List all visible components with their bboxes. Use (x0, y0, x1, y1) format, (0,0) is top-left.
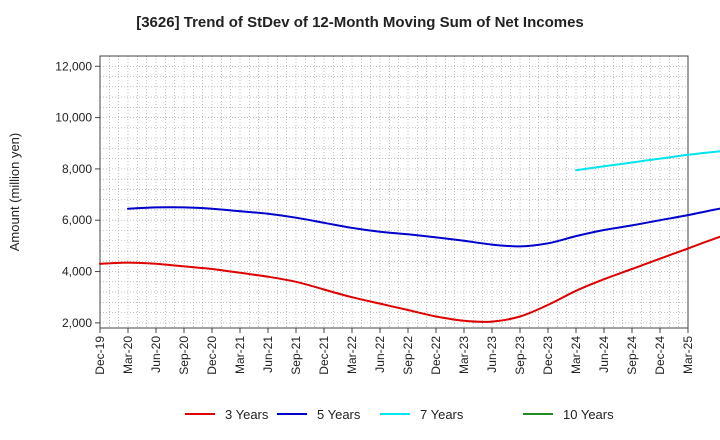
x-tick-label: Jun-22 (373, 336, 387, 373)
legend-label-10-years: 10 Years (563, 407, 614, 422)
y-tick-label: 10,000 (55, 111, 92, 125)
series-line-5-years (127, 206, 720, 248)
legend-label-3-years: 3 Years (225, 407, 269, 422)
x-tick-label: Jun-24 (597, 336, 611, 373)
x-tick-label: Dec-24 (653, 336, 667, 375)
x-tick-label: Jun-20 (149, 336, 163, 373)
y-tick-label: 4,000 (62, 265, 92, 279)
x-tick-label: Sep-24 (625, 336, 639, 375)
legend-label-5-years: 5 Years (317, 407, 361, 422)
legend: 3 Years 5 Years 7 Years 10 Years (185, 407, 614, 422)
x-tick-label: Mar-24 (569, 336, 583, 374)
x-tick-label: Jun-21 (261, 336, 275, 373)
series-lines (99, 150, 720, 323)
x-tick-label: Mar-20 (121, 336, 135, 374)
x-tick-label: Sep-21 (289, 336, 303, 375)
x-tick-label: Dec-23 (541, 336, 555, 375)
grid (100, 55, 688, 328)
x-tick-label: Mar-23 (457, 336, 471, 374)
x-tick-label: Mar-21 (233, 336, 247, 374)
x-tick-label: Mar-22 (345, 336, 359, 374)
x-tick-label: Mar-25 (681, 336, 695, 374)
legend-label-7-years: 7 Years (420, 407, 464, 422)
chart-title: [3626] Trend of StDev of 12-Month Moving… (136, 14, 584, 31)
y-tick-label: 8,000 (62, 162, 92, 176)
x-tick-label: Jun-23 (485, 336, 499, 373)
y-tick-label: 2,000 (62, 316, 92, 330)
x-tick-label: Sep-22 (401, 336, 415, 375)
axes: 2,000 4,000 6,000 8,000 10,000 12,000 Dec-19 Ma… (55, 55, 695, 375)
x-tick-label: Sep-20 (177, 336, 191, 375)
plot-frame (99, 55, 689, 329)
y-tick-label: 12,000 (55, 59, 92, 73)
series-line-7-years (575, 150, 720, 172)
series-line-3-years (99, 235, 720, 323)
x-tick-label: Dec-21 (317, 336, 331, 375)
x-tick-label: Dec-22 (429, 336, 443, 375)
y-axis-title: Amount (million yen) (7, 133, 22, 252)
x-tick-label: Dec-19 (93, 336, 107, 375)
y-tick-label: 6,000 (62, 213, 92, 227)
x-tick-label: Dec-20 (205, 336, 219, 375)
x-tick-label: Sep-23 (513, 336, 527, 375)
